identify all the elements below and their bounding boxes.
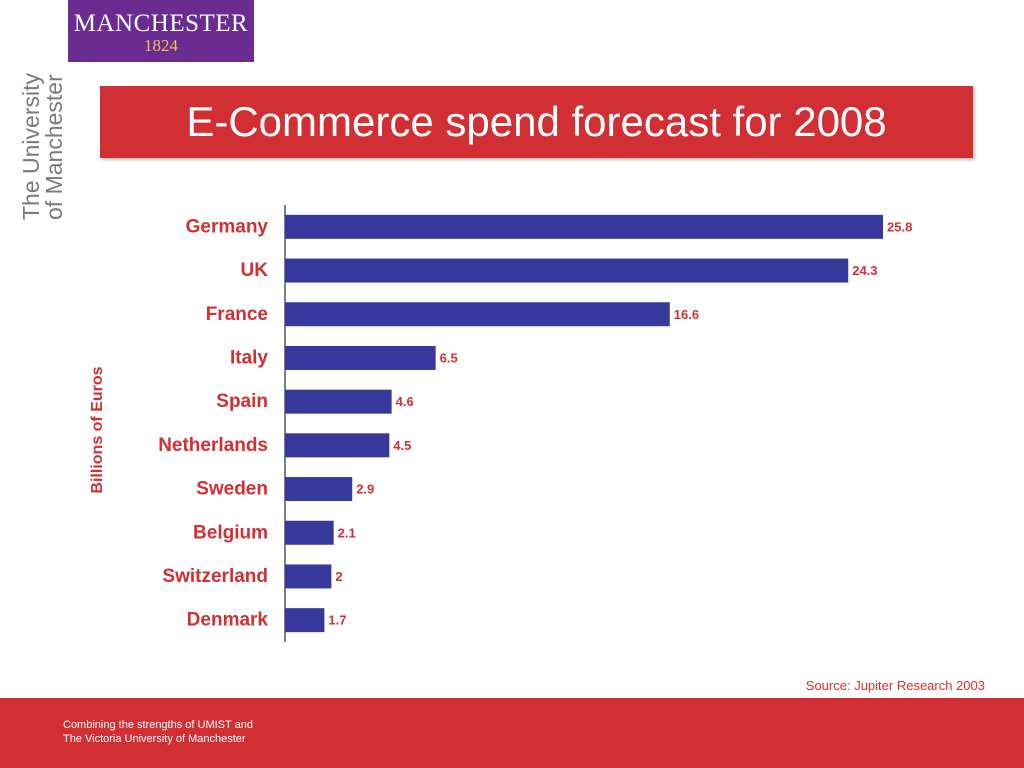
- value-label-sweden: 2.9: [356, 482, 374, 497]
- bar-group: Germany 25.8 UK 24.3 France 16.6 Italy 6.5 Spain…: [158, 214, 912, 633]
- category-label-italy: Italy: [230, 347, 268, 368]
- bar-italy: [285, 345, 436, 370]
- bar-uk: [285, 258, 849, 283]
- bar-germany: [285, 214, 883, 239]
- value-label-uk: 24.3: [852, 263, 877, 278]
- bar-belgium: [285, 520, 334, 545]
- manchester-logo: MANCHESTER 1824: [68, 0, 254, 62]
- source-note: Source: Jupiter Research 2003: [805, 678, 985, 693]
- title-banner: E-Commerce spend forecast for 2008: [100, 86, 973, 158]
- category-label-denmark: Denmark: [187, 610, 269, 631]
- bar-france: [285, 302, 670, 327]
- category-label-spain: Spain: [216, 391, 268, 412]
- bar-switzerland: [285, 564, 332, 589]
- value-label-germany: 25.8: [887, 219, 912, 234]
- value-label-spain: 4.6: [396, 394, 414, 409]
- bar-denmark: [285, 608, 325, 633]
- category-label-netherlands: Netherlands: [158, 435, 268, 456]
- footer-line-2: The Victoria University of Manchester: [63, 733, 246, 745]
- value-label-denmark: 1.7: [328, 613, 346, 628]
- logo-year: 1824: [144, 36, 178, 55]
- value-label-france: 16.6: [674, 307, 699, 322]
- value-label-netherlands: 4.5: [393, 438, 411, 453]
- footer-band: Combining the strengths of UMIST and The…: [0, 698, 1024, 768]
- footer-line-1: Combining the strengths of UMIST and: [63, 719, 253, 731]
- footer-text: Combining the strengths of UMIST and The…: [63, 718, 253, 746]
- logo-wordmark: MANCHESTER: [73, 10, 249, 37]
- y-axis-label: Billions of Euros: [89, 366, 106, 494]
- category-label-switzerland: Switzerland: [162, 566, 268, 587]
- value-label-italy: 6.5: [440, 350, 458, 365]
- bar-spain: [285, 389, 392, 414]
- category-label-uk: UK: [241, 260, 269, 281]
- page-title: E-Commerce spend forecast for 2008: [186, 98, 887, 145]
- category-label-sweden: Sweden: [196, 479, 268, 500]
- category-label-france: France: [206, 304, 268, 325]
- value-label-switzerland: 2: [335, 569, 342, 584]
- category-label-germany: Germany: [186, 216, 269, 237]
- bar-sweden: [285, 477, 353, 502]
- category-label-belgium: Belgium: [193, 522, 268, 543]
- bar-netherlands: [285, 433, 390, 458]
- value-label-belgium: 2.1: [338, 525, 356, 540]
